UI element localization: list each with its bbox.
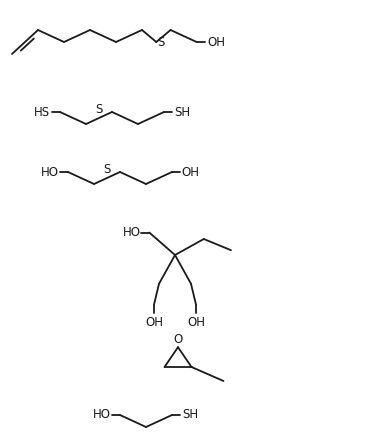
Text: S: S bbox=[103, 163, 111, 175]
Text: HO: HO bbox=[41, 166, 59, 179]
Text: O: O bbox=[173, 333, 183, 346]
Text: OH: OH bbox=[181, 166, 199, 179]
Text: HS: HS bbox=[34, 105, 50, 118]
Text: HO: HO bbox=[122, 226, 141, 239]
Text: OH: OH bbox=[145, 316, 163, 329]
Text: S: S bbox=[95, 102, 103, 116]
Text: SH: SH bbox=[174, 105, 190, 118]
Text: SH: SH bbox=[182, 408, 198, 421]
Text: OH: OH bbox=[208, 35, 225, 48]
Text: S: S bbox=[158, 35, 165, 48]
Text: HO: HO bbox=[93, 408, 111, 421]
Text: OH: OH bbox=[187, 316, 205, 329]
